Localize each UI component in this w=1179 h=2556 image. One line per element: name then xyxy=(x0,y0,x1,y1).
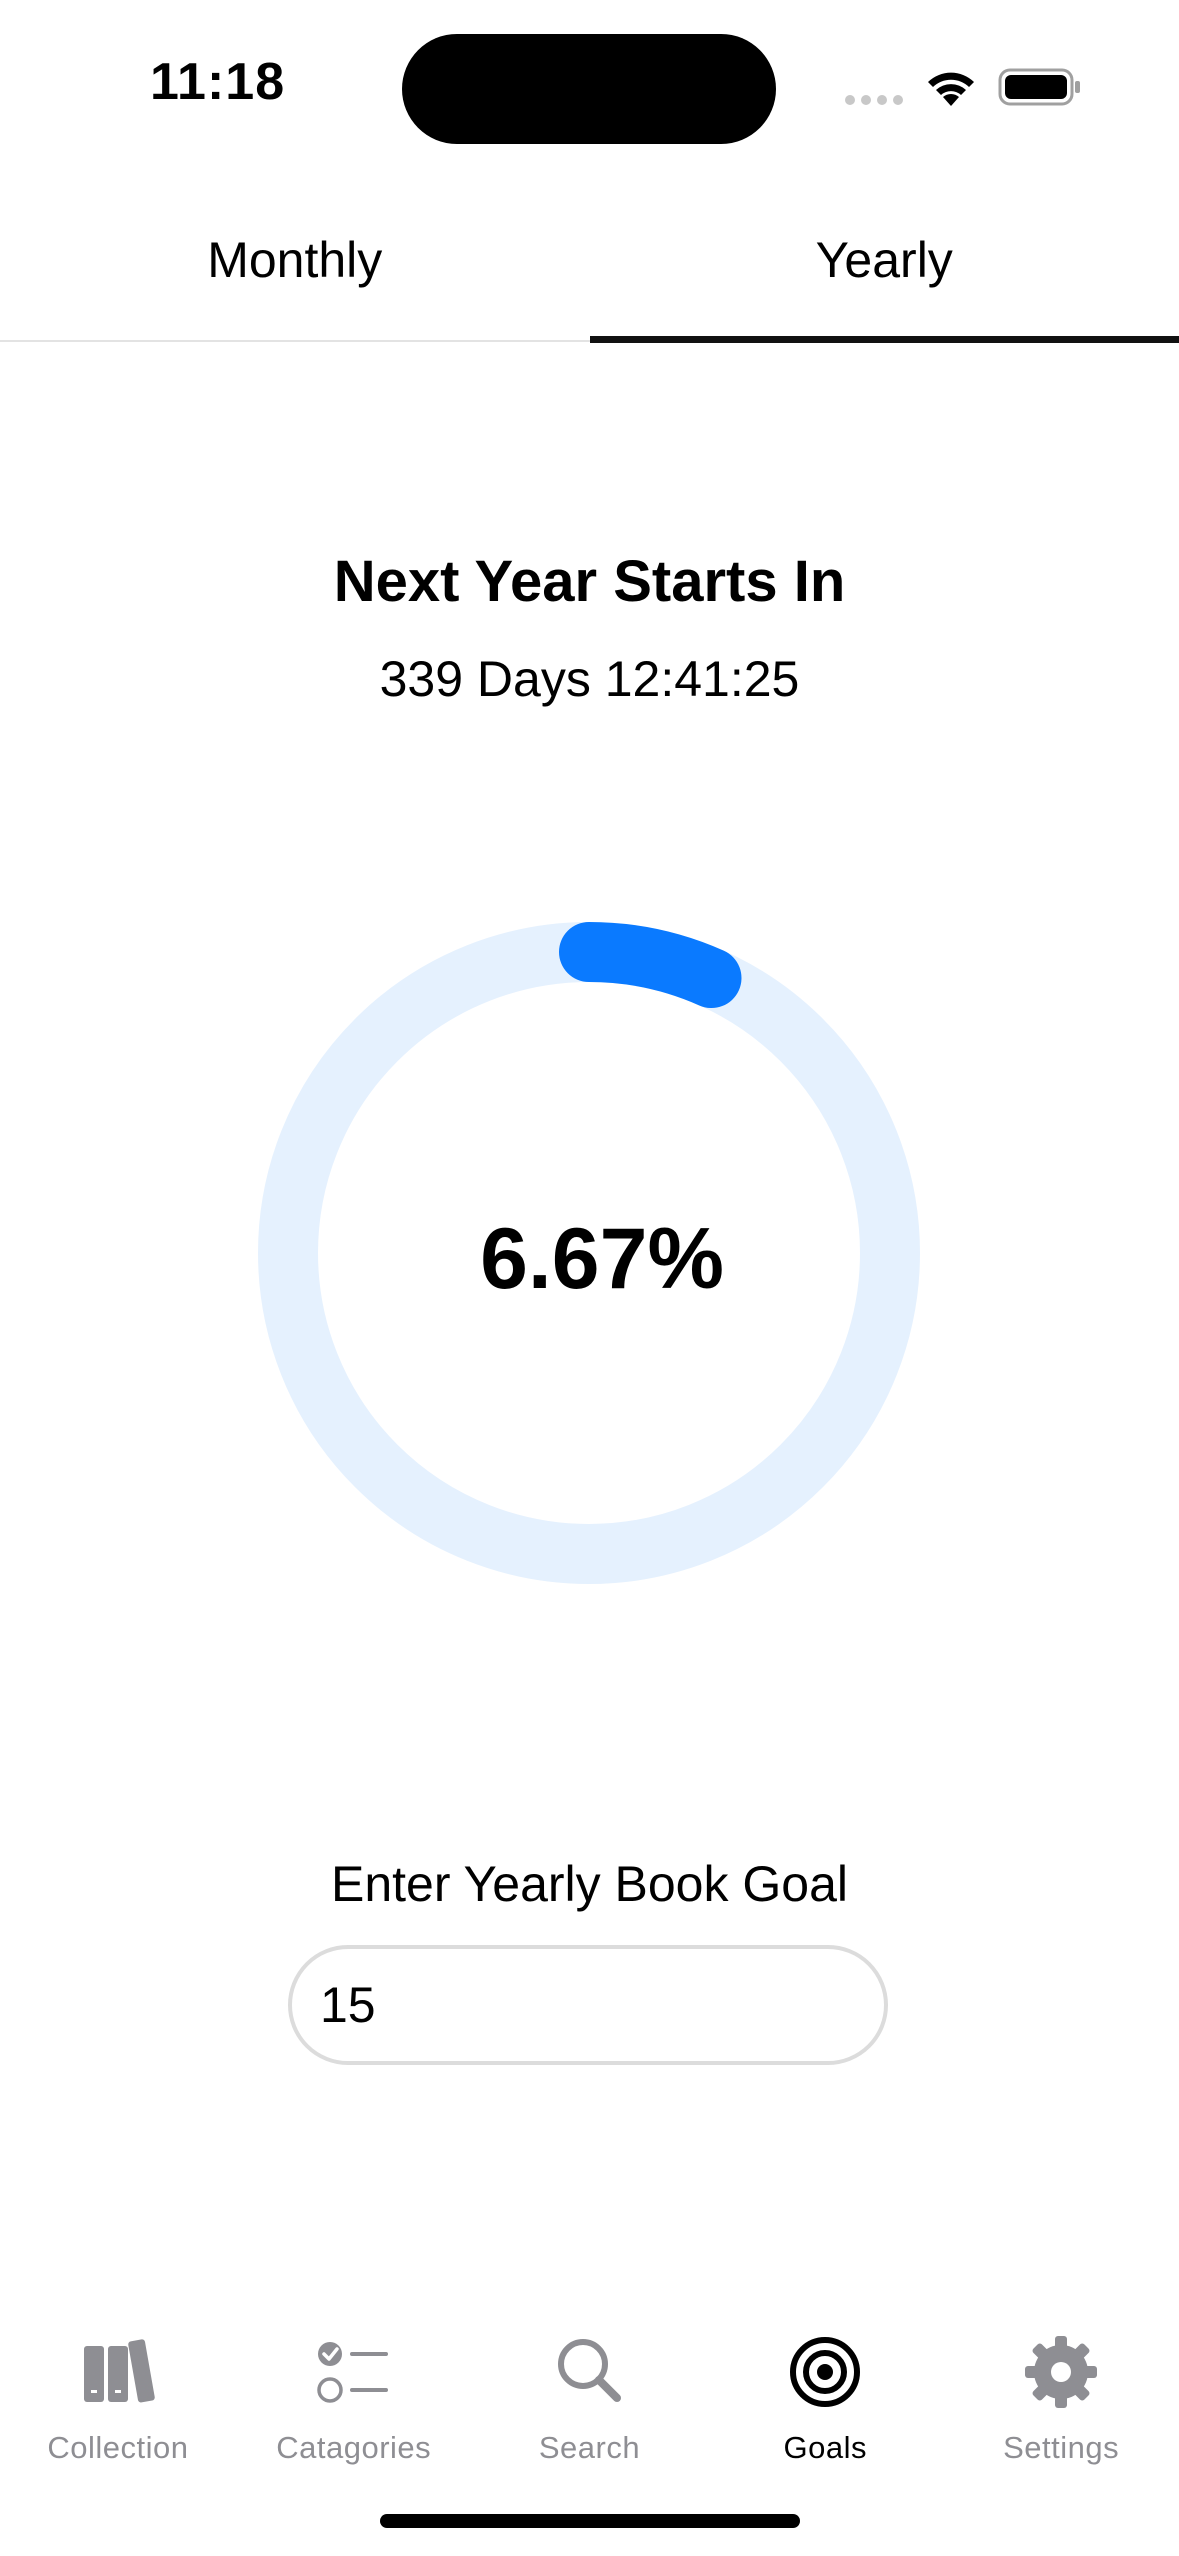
progress-ring xyxy=(258,922,920,1584)
progress-fill xyxy=(258,922,920,1584)
status-time: 11:18 xyxy=(150,53,286,111)
tab-bar-label: Search xyxy=(538,2430,641,2465)
tab-bar-item-settings[interactable]: Settings xyxy=(943,2300,1179,2480)
yearly-goal-input[interactable] xyxy=(288,1945,888,2065)
tab-bar: Collection Catagories Search Goals xyxy=(0,2300,1179,2480)
tab-bar-item-catagories[interactable]: Catagories xyxy=(236,2300,472,2480)
tab-monthly[interactable]: Monthly xyxy=(207,232,383,288)
tab-bar-item-collection[interactable]: Collection xyxy=(0,2300,236,2480)
battery-icon xyxy=(998,68,1080,106)
status-bar: 11:18 xyxy=(0,0,1179,170)
goal-label: Enter Yearly Book Goal xyxy=(331,1856,848,1912)
tab-bar-item-goals[interactable]: Goals xyxy=(707,2300,943,2480)
countdown-value: 339 Days 12:41:25 xyxy=(379,651,800,707)
tab-bar-label: Goals xyxy=(783,2430,868,2465)
tab-yearly[interactable]: Yearly xyxy=(589,180,1179,343)
tab-bar-label: Catagories xyxy=(276,2430,432,2465)
search-icon xyxy=(558,2339,622,2402)
progress-percentage: 6.67% xyxy=(480,1211,724,1307)
countdown-title: Next Year Starts In xyxy=(333,549,846,614)
checklist-icon xyxy=(316,2342,388,2403)
tab-bar-item-search[interactable]: Search xyxy=(472,2300,708,2480)
period-tabs: Monthly Yearly xyxy=(0,180,1179,343)
target-icon xyxy=(790,2337,861,2407)
wifi-icon xyxy=(928,72,974,106)
home-indicator xyxy=(380,2514,800,2528)
cellular-signal-icon xyxy=(845,95,905,105)
dynamic-island xyxy=(402,34,776,144)
tab-bar-label: Settings xyxy=(1003,2430,1120,2465)
gear-icon xyxy=(1025,2336,1098,2408)
tab-bar-label: Collection xyxy=(47,2430,189,2465)
books-icon xyxy=(83,2339,155,2403)
